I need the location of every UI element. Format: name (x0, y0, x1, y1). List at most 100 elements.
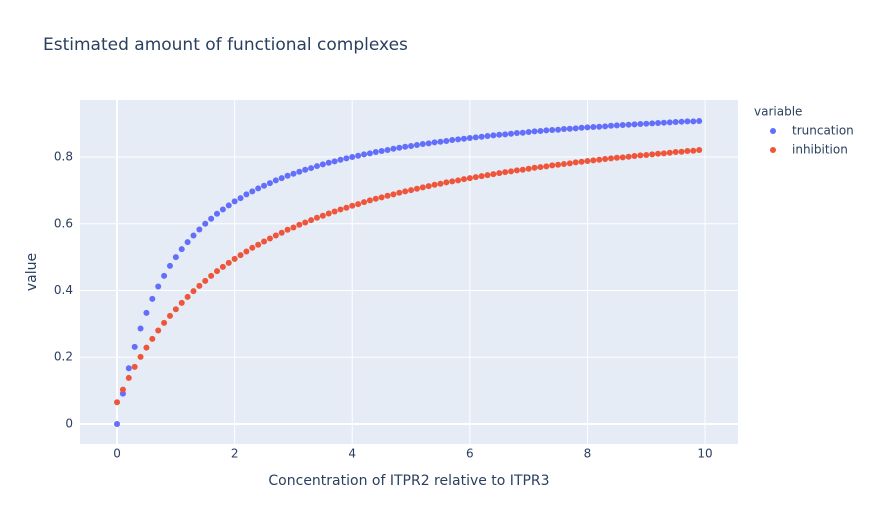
data-point (143, 344, 150, 351)
data-point (449, 178, 456, 185)
data-point (343, 155, 350, 162)
data-point (637, 152, 644, 159)
data-point (396, 144, 403, 151)
data-point (313, 163, 320, 170)
data-point (125, 374, 132, 381)
data-point (308, 217, 315, 224)
data-point (543, 127, 550, 134)
data-point (449, 137, 456, 144)
data-point (684, 148, 691, 155)
data-point (161, 319, 168, 326)
data-point (460, 135, 467, 142)
data-point (455, 177, 462, 184)
data-point (331, 158, 338, 165)
data-point (525, 165, 532, 172)
data-point (178, 246, 185, 253)
data-point (214, 210, 221, 217)
data-point (255, 241, 262, 248)
data-point (531, 164, 538, 171)
data-point (437, 138, 444, 145)
data-point (261, 182, 268, 189)
data-point (660, 119, 667, 126)
y-tick-label: 0.4 (54, 283, 73, 297)
data-point (125, 365, 132, 372)
data-point (584, 158, 591, 165)
data-point (696, 147, 703, 154)
data-point (502, 131, 509, 138)
data-point (631, 153, 638, 160)
data-point (131, 363, 138, 370)
data-point (114, 420, 121, 427)
data-point (231, 255, 238, 262)
plot-area (80, 100, 738, 444)
data-point (607, 122, 614, 129)
data-point (219, 206, 226, 213)
data-point (255, 185, 262, 192)
data-point (196, 282, 203, 289)
data-point (343, 204, 350, 211)
data-point (625, 121, 632, 128)
data-point (684, 118, 691, 125)
data-point (590, 157, 597, 164)
data-point (478, 173, 485, 180)
data-point (607, 155, 614, 162)
legend-marker (770, 128, 776, 134)
data-point (631, 121, 638, 128)
data-point (131, 343, 138, 350)
data-point (519, 166, 526, 173)
data-point (237, 195, 244, 202)
data-point (325, 210, 332, 217)
data-point (396, 189, 403, 196)
data-point (313, 214, 320, 221)
data-point (602, 156, 609, 163)
data-point (349, 202, 356, 209)
data-point (602, 123, 609, 130)
data-point (331, 208, 338, 215)
data-point (402, 143, 409, 150)
legend-label: inhibition (792, 143, 848, 157)
data-point (249, 244, 256, 251)
data-point (296, 168, 303, 175)
data-point (478, 133, 485, 140)
data-point (208, 272, 215, 279)
data-point (531, 128, 538, 135)
data-point (525, 129, 532, 136)
data-point (243, 248, 250, 255)
data-point (578, 124, 585, 131)
y-tick-label: 0.8 (54, 150, 73, 164)
data-point (649, 120, 656, 127)
data-point (114, 399, 121, 406)
data-point (155, 327, 162, 334)
data-point (466, 175, 473, 182)
legend-label: truncation (792, 124, 854, 138)
data-point (555, 161, 562, 168)
data-point (619, 154, 626, 161)
legend-title: variable (754, 105, 802, 119)
data-point (378, 194, 385, 201)
data-point (408, 187, 415, 194)
chart-title: Estimated amount of functional complexes (43, 35, 408, 55)
data-point (378, 148, 385, 155)
data-point (519, 129, 526, 136)
data-point (466, 135, 473, 142)
data-point (637, 121, 644, 128)
x-tick-label: 10 (697, 447, 712, 461)
data-point (472, 134, 479, 141)
data-point (308, 165, 315, 172)
data-point (572, 159, 579, 166)
data-point (537, 128, 544, 135)
data-point (266, 180, 273, 187)
data-point (425, 140, 432, 147)
data-point (137, 353, 144, 360)
data-point (431, 181, 438, 188)
x-tick-label: 6 (466, 447, 474, 461)
data-point (237, 252, 244, 259)
data-point (443, 179, 450, 186)
data-point (272, 232, 279, 239)
data-point (178, 299, 185, 306)
data-point (337, 206, 344, 213)
data-point (649, 151, 656, 158)
data-point (190, 288, 197, 295)
data-point (284, 226, 291, 233)
